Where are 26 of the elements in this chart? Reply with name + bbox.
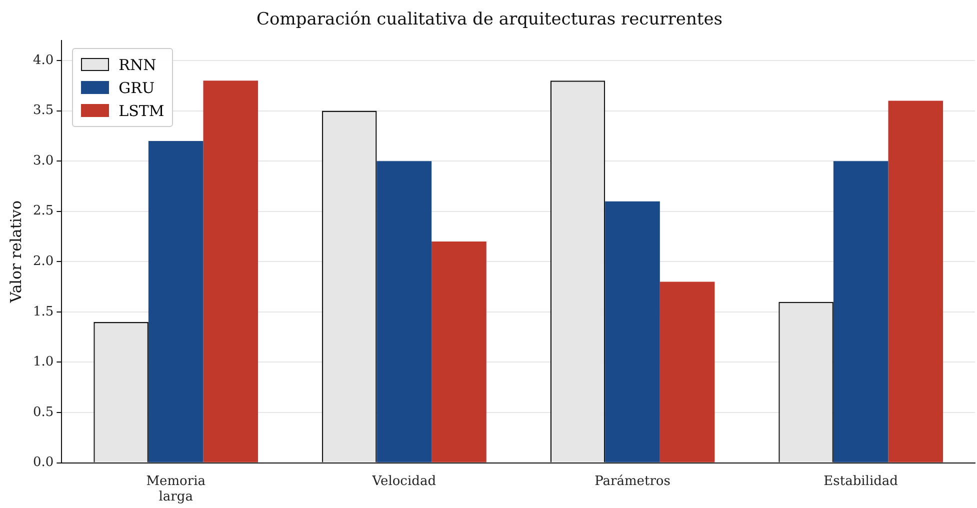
chart-title: Comparación cualitativa de arquitecturas recurrentes [256, 10, 723, 30]
bar [605, 201, 660, 462]
y-tick-label: 1.5 [32, 304, 54, 320]
y-tick-label: 3.5 [32, 103, 54, 118]
x-tick-label: Velocidad [371, 474, 436, 489]
legend-label: GRU [118, 78, 155, 97]
legend-label: LSTM [118, 102, 164, 120]
bar [660, 282, 715, 462]
x-tick-label: Parámetros [594, 474, 670, 489]
y-axis-title: Valor relativo [6, 200, 25, 304]
y-tick-label: 4.0 [32, 52, 54, 68]
y-tick-label: 2.0 [32, 254, 54, 270]
bar [833, 161, 888, 462]
y-tick-label: 0.5 [32, 404, 54, 420]
bar [203, 80, 258, 462]
legend-label: RNN [118, 56, 156, 74]
x-tick-label: Memoria larga [146, 474, 206, 505]
x-tick-label: Estabilidad [824, 474, 898, 489]
bar [432, 242, 486, 462]
bar [376, 161, 432, 462]
y-tick-label: 1.0 [32, 354, 54, 370]
bar [148, 140, 204, 462]
y-tick-label: 2.5 [32, 204, 54, 219]
bar [888, 100, 944, 462]
y-tick-label: 3.0 [32, 153, 54, 168]
y-tick-label: 0.0 [32, 455, 54, 470]
